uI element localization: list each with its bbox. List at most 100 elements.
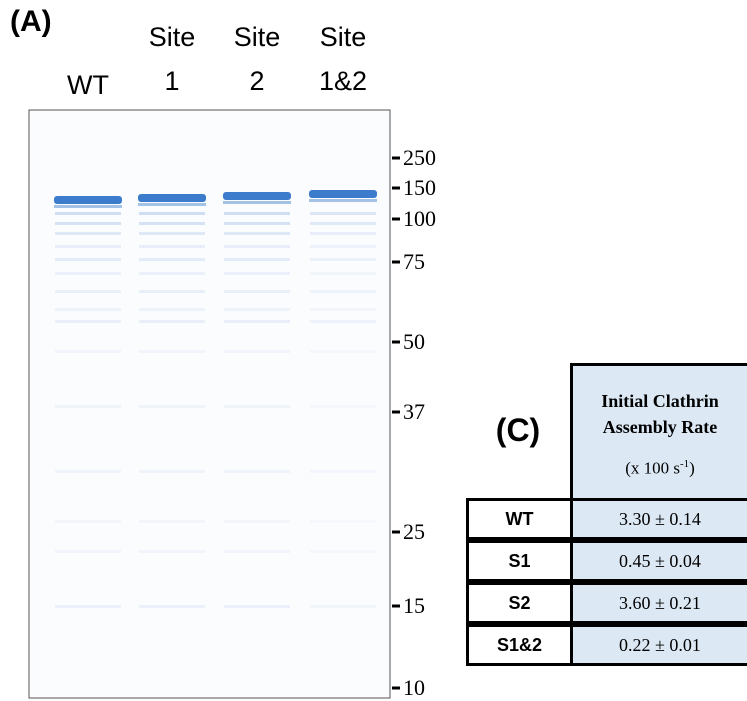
band — [224, 405, 290, 408]
band — [309, 199, 377, 202]
band — [55, 232, 121, 235]
band — [310, 222, 376, 225]
marker-label: 75 — [403, 249, 425, 275]
band — [310, 470, 376, 473]
band — [224, 272, 290, 275]
row-label: S2 — [466, 582, 573, 624]
band — [224, 245, 290, 248]
band — [310, 258, 376, 261]
band — [310, 550, 376, 553]
band — [310, 290, 376, 293]
band — [310, 245, 376, 248]
row-label: WT — [466, 498, 573, 540]
row-label: S1 — [466, 540, 573, 582]
panel-label: (C) — [466, 363, 570, 498]
band — [139, 290, 205, 293]
band — [310, 520, 376, 523]
row-value: 3.60 ± 0.21 — [570, 582, 747, 624]
band — [139, 232, 205, 235]
band — [224, 470, 290, 473]
band — [55, 320, 121, 323]
band — [224, 520, 290, 523]
band — [310, 405, 376, 408]
band — [55, 605, 121, 608]
marker-label: 100 — [403, 206, 436, 232]
band — [310, 212, 376, 215]
marker-label: 37 — [403, 399, 425, 425]
band — [55, 245, 121, 248]
band — [139, 350, 205, 353]
band — [138, 203, 206, 206]
band — [310, 272, 376, 275]
band — [310, 232, 376, 235]
marker-label: 25 — [403, 519, 425, 545]
lane-label: Site — [127, 22, 217, 53]
band — [139, 550, 205, 553]
band — [138, 194, 206, 202]
band — [139, 605, 205, 608]
figure: (A) (C) Initial Clathrin Assembly Rate (… — [0, 0, 747, 700]
row-value: 3.30 ± 0.14 — [570, 498, 747, 540]
unit-suffix: ) — [689, 458, 695, 477]
table-header: Initial Clathrin Assembly Rate (x 100 s-… — [570, 363, 747, 500]
lane-label: 1 — [127, 66, 217, 97]
band — [310, 605, 376, 608]
band — [55, 350, 121, 353]
unit-prefix: (x 100 s — [625, 458, 680, 477]
band — [224, 222, 290, 225]
band — [310, 308, 376, 311]
marker-label: 15 — [403, 593, 425, 619]
band — [224, 212, 290, 215]
band — [224, 232, 290, 235]
band — [223, 192, 291, 200]
band — [139, 212, 205, 215]
row-label: S1&2 — [466, 624, 573, 666]
band — [139, 520, 205, 523]
band — [139, 245, 205, 248]
band — [55, 308, 121, 311]
row-value: 0.22 ± 0.01 — [570, 624, 747, 666]
band — [54, 205, 122, 208]
band — [139, 222, 205, 225]
band — [224, 308, 290, 311]
row-value: 0.45 ± 0.04 — [570, 540, 747, 582]
band — [224, 605, 290, 608]
band — [55, 258, 121, 261]
marker-label: 150 — [403, 175, 436, 201]
band — [55, 405, 121, 408]
band — [224, 320, 290, 323]
header-text: Initial Clathrin Assembly Rate — [580, 388, 740, 440]
band — [55, 470, 121, 473]
lane-label: 2 — [212, 66, 302, 97]
band — [139, 308, 205, 311]
lane-label: Site — [298, 22, 388, 53]
band — [224, 350, 290, 353]
band — [224, 290, 290, 293]
band — [54, 196, 122, 204]
band — [223, 201, 291, 204]
lane-label: WT — [43, 70, 133, 101]
band — [55, 212, 121, 215]
lane-label: Site — [212, 22, 302, 53]
band — [55, 520, 121, 523]
unit: (x 100 s-1) — [625, 458, 695, 479]
band — [309, 190, 377, 198]
marker-label: 250 — [403, 145, 436, 171]
band — [55, 550, 121, 553]
marker-label: 10 — [403, 675, 425, 701]
band — [139, 470, 205, 473]
band — [55, 222, 121, 225]
lane-label: 1&2 — [298, 66, 388, 97]
marker-label: 50 — [403, 329, 425, 355]
band — [224, 258, 290, 261]
band — [139, 272, 205, 275]
band — [139, 258, 205, 261]
unit-exp: -1 — [680, 458, 689, 470]
band — [310, 320, 376, 323]
band — [224, 550, 290, 553]
band — [55, 272, 121, 275]
band — [310, 350, 376, 353]
band — [139, 405, 205, 408]
band — [139, 320, 205, 323]
band — [55, 290, 121, 293]
